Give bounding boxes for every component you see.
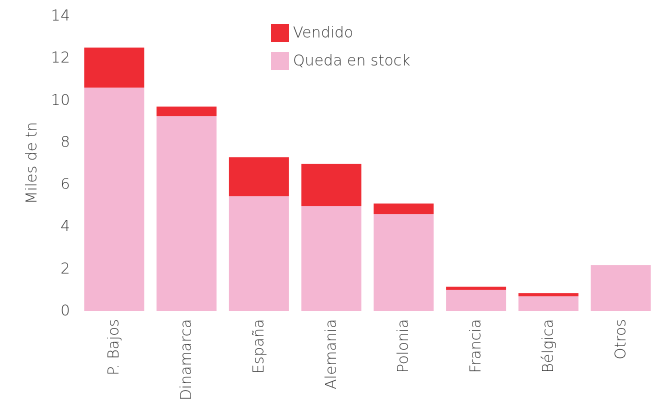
y-axis-label: Miles de tn [23,122,41,204]
y-tick-label: 6 [60,175,70,193]
bar-segment [373,203,434,215]
bar-segment [446,286,507,290]
x-tick-label: Otros [611,319,629,360]
bar-segment [518,296,579,311]
bar-segment [156,116,217,311]
legend-swatch [271,52,289,70]
y-tick-label: 4 [60,217,70,235]
bar-segment [446,289,507,311]
x-tick-label: Dinamarca [177,319,195,401]
bar-segment [373,214,434,311]
y-tick-label: 10 [51,91,70,109]
y-tick-label: 14 [51,7,70,25]
bar-segment [590,265,651,311]
y-tick-label: 8 [60,133,70,151]
bar-segment [84,87,145,312]
legend-swatch [271,24,289,42]
legend-label: Queda en stock [293,52,411,70]
x-tick-label: Alemania [322,319,340,389]
x-tick-label: España [249,319,267,374]
x-tick-label: Francia [467,319,485,373]
bar-segment [518,293,579,297]
bar-segment [228,196,289,311]
x-tick-label: Bélgica [539,319,557,373]
x-tick-label: Polonia [394,319,412,373]
x-tick-label: P. Bajos [105,319,123,375]
bar-segment [228,157,289,197]
bar-segment [301,206,362,311]
y-tick-label: 2 [60,259,70,277]
bar-segment [301,163,362,207]
y-tick-label: 0 [60,302,70,320]
bar-segment [156,106,217,117]
bar-segment [84,47,145,88]
legend-label: Vendido [293,24,353,42]
y-tick-label: 12 [51,49,70,67]
